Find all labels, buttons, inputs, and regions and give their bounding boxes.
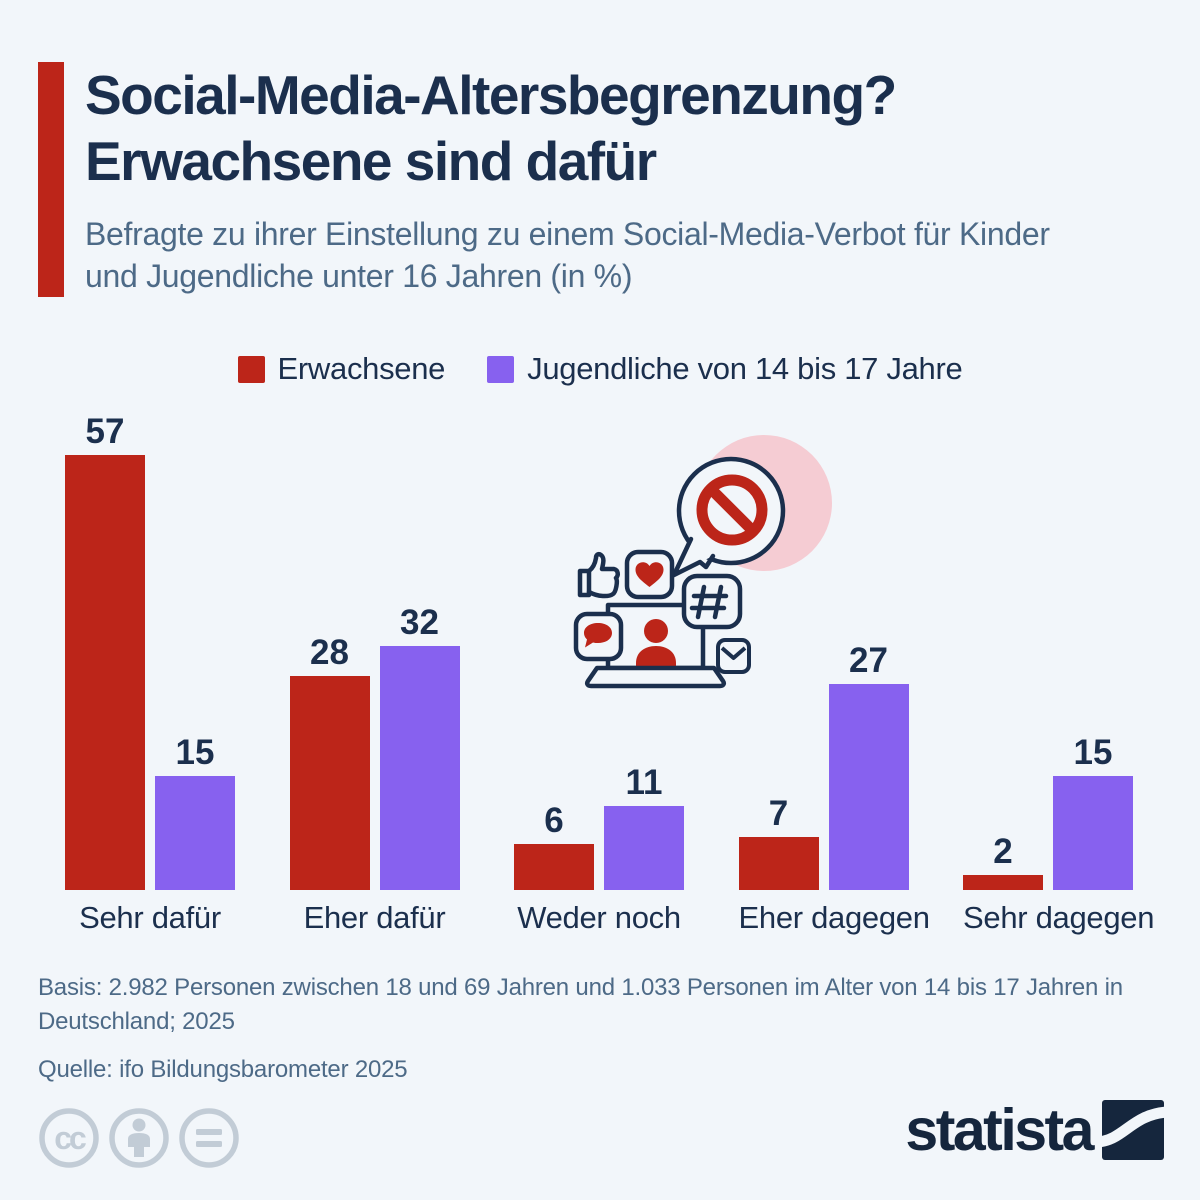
basis-note: Basis: 2.982 Personen zwischen 18 und 69… [38, 974, 1123, 1035]
category-label: Sehr dafür [79, 900, 221, 935]
bar-erwachsene [65, 455, 145, 890]
legend: Erwachsene Jugendliche von 14 bis 17 Jah… [0, 351, 1200, 387]
category-labels: Sehr dafür Eher dafür Weder noch Eher dageg… [65, 900, 1155, 936]
bar-chart: 57 15 28 32 6 11 7 27 2 15 Sehr dafür Eher dafür We… [65, 406, 1155, 936]
header-text: Social-Media-Altersbegrenzung? Erwachsen… [85, 62, 1165, 297]
bar-jugendliche [604, 806, 684, 890]
bar-jugendliche [1053, 776, 1133, 890]
svg-text:cc: cc [54, 1120, 86, 1156]
branding[interactable]: statista [905, 1096, 1164, 1164]
bar-column-jugendliche: 15 [1053, 735, 1133, 890]
bar-group: 2 15 [963, 735, 1133, 890]
bar-group: 28 32 [289, 603, 460, 890]
bar-value-label: 2 [993, 832, 1013, 871]
accent-bar [38, 62, 64, 298]
bar-jugendliche [379, 646, 460, 890]
bar-group: 57 15 [65, 414, 235, 890]
cc-icon[interactable]: cc [39, 1108, 99, 1168]
bar-erwachsene [514, 844, 594, 890]
bar-column-jugendliche: 27 [828, 641, 909, 890]
bar-value-label: 28 [310, 633, 349, 672]
bar-column-erwachsene: 6 [514, 803, 594, 890]
bar-erwachsene [738, 837, 819, 890]
bar-groups: 57 15 28 32 6 11 7 27 2 15 [65, 406, 1133, 890]
legend-item-jugendliche: Jugendliche von 14 bis 17 Jahre [487, 351, 963, 387]
bar-value-label: 15 [175, 733, 215, 772]
legend-item-erwachsene: Erwachsene [237, 351, 446, 387]
legend-swatch-jugendliche [487, 355, 515, 383]
source-note: Quelle: ifo Bildungsbarometer 2025 [38, 1056, 408, 1084]
bar-erwachsene [289, 676, 370, 890]
category-label: Eher dafür [303, 900, 446, 935]
page-subtitle: Befragte zu ihrer Einstellung zu einem S… [85, 216, 1050, 294]
category-label: Weder noch [517, 900, 681, 935]
bar-column-erwachsene: 7 [738, 794, 819, 890]
page-title: Social-Media-Altersbegrenzung? Erwachsen… [85, 64, 897, 192]
category-label: Eher dagegen [738, 900, 930, 935]
bar-column-jugendliche: 32 [379, 603, 460, 890]
attribution-icon[interactable] [109, 1108, 169, 1168]
statista-logo-icon [1102, 1100, 1164, 1160]
bar-jugendliche [828, 684, 909, 890]
bar-value-label: 6 [544, 801, 564, 840]
bar-column-erwachsene: 57 [65, 414, 145, 890]
bar-erwachsene [963, 875, 1043, 890]
bar-column-erwachsene: 28 [289, 633, 370, 890]
bar-value-label: 15 [1073, 733, 1113, 772]
legend-label-erwachsene: Erwachsene [277, 351, 446, 386]
bar-column-erwachsene: 2 [963, 834, 1043, 890]
statista-wordmark: statista [905, 1097, 1094, 1163]
license-icons: cc [39, 1108, 239, 1168]
bar-group: 6 11 [514, 765, 684, 890]
bar-group: 7 27 [738, 641, 909, 890]
bar-value-label: 57 [85, 412, 125, 451]
bar-column-jugendliche: 15 [155, 735, 235, 890]
category-label: Sehr dagegen [963, 900, 1155, 935]
bar-value-label: 7 [768, 794, 789, 833]
bar-value-label: 27 [849, 641, 888, 680]
bar-jugendliche [155, 776, 235, 890]
legend-label-jugendliche: Jugendliche von 14 bis 17 Jahre [527, 351, 963, 386]
legend-swatch-erwachsene [237, 355, 265, 383]
header: Social-Media-Altersbegrenzung? Erwachsen… [38, 62, 1165, 298]
bar-value-label: 32 [400, 603, 439, 642]
bar-value-label: 11 [625, 763, 663, 802]
no-derivatives-icon[interactable] [179, 1108, 239, 1168]
footer: Basis: 2.982 Personen zwischen 18 und 69… [38, 971, 1186, 1087]
bar-column-jugendliche: 11 [604, 765, 684, 890]
